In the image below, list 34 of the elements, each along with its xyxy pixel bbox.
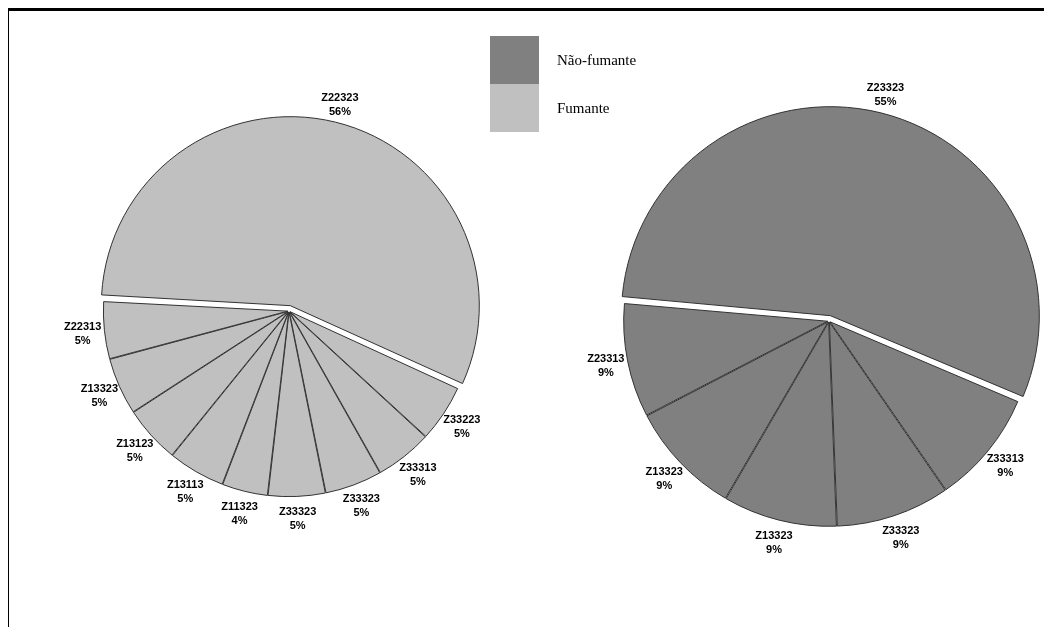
slice-label: Não-fumante: [557, 51, 637, 69]
slice-label: Z13323: [755, 528, 793, 541]
data-label: 9%: [892, 537, 909, 550]
data-label: 4%: [231, 513, 248, 526]
slice-label: Z13323: [645, 464, 683, 477]
data-label: 5%: [177, 491, 194, 504]
slice-label: Z13123: [116, 436, 154, 449]
data-label: 55%: [874, 95, 897, 108]
data-label: 5%: [126, 450, 143, 463]
data-label: 5%: [74, 333, 91, 346]
data-label: 9%: [997, 465, 1014, 478]
data-label: 9%: [656, 478, 673, 491]
slice-label: Z33323: [279, 505, 317, 518]
slice-label: Fumante: [557, 99, 610, 117]
slice-label: Z11323: [221, 499, 258, 512]
slice-label: Z33323: [882, 523, 920, 536]
slice-label: Z33313: [399, 460, 437, 473]
data-label: 5%: [409, 474, 427, 487]
slice-label: Z33313: [986, 451, 1024, 464]
data-label: 5%: [91, 396, 108, 409]
data-label: 5%: [289, 519, 306, 532]
slice-label: Z22323: [321, 90, 359, 103]
slice-label: Z23323: [866, 81, 905, 94]
data-label: 9%: [597, 366, 614, 379]
data-label: 56%: [328, 104, 352, 117]
slice-label: Z23313: [587, 352, 625, 365]
slice-label: Z33323: [342, 492, 380, 505]
slice-label: Z22313: [63, 319, 102, 332]
slice-label: Z13323: [80, 382, 119, 395]
data-label: 9%: [766, 542, 783, 555]
slice-label: Z13113: [166, 477, 204, 490]
data-label: 5%: [353, 506, 370, 519]
data-label: 5%: [453, 426, 470, 439]
slice-label: Z33223: [443, 412, 481, 425]
